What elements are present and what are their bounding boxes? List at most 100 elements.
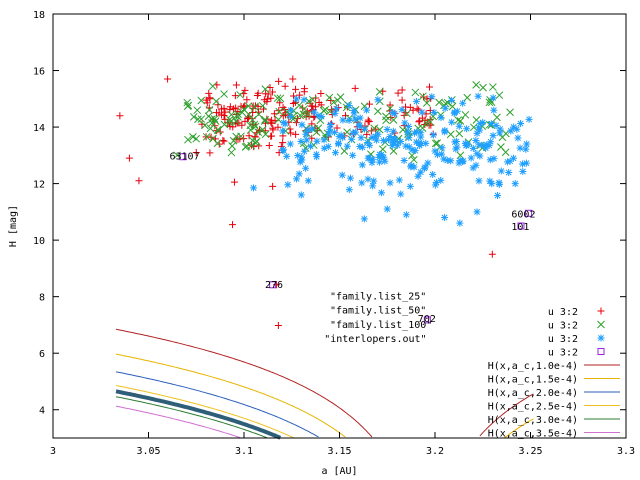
data-point: [455, 129, 464, 138]
data-point: [490, 106, 498, 114]
data-point: [376, 158, 384, 166]
data-point: [254, 89, 262, 97]
data-point: [308, 134, 316, 142]
data-point: [383, 125, 391, 133]
data-point: [324, 143, 332, 151]
data-point: [343, 128, 351, 136]
data-point: [312, 128, 321, 137]
data-point: [214, 101, 222, 109]
data-point: [241, 86, 249, 94]
data-point: [297, 137, 305, 145]
data-point: [332, 105, 340, 113]
data-point: [268, 132, 276, 140]
ticks-layer: 3 3.05 3.1 3.15 3.2 3.25 3.3 4 6 8 10 12 14 16 18: [33, 10, 635, 457]
data-point: [197, 96, 206, 105]
data-point: [363, 139, 371, 147]
data-point: [371, 132, 379, 140]
data-point: [479, 141, 487, 149]
data-point: [511, 180, 519, 188]
data-point: [338, 171, 346, 179]
data-point: [416, 117, 424, 125]
data-point: [487, 138, 495, 146]
data-point: [517, 222, 525, 230]
y-tick-label: 16: [33, 67, 45, 78]
data-point: [351, 115, 359, 123]
data-point: [269, 281, 277, 289]
data-point: [351, 84, 359, 92]
data-point: [455, 122, 463, 130]
data-point: [597, 334, 605, 342]
data-point: [363, 106, 371, 114]
data-point: [402, 142, 410, 150]
data-point: [411, 88, 420, 97]
data-point: [368, 159, 376, 167]
data-point: [437, 114, 445, 122]
data-point: [356, 143, 364, 151]
data-point: [241, 143, 250, 151]
data-point: [349, 129, 357, 137]
data-point: [229, 221, 237, 229]
data-point: [418, 108, 426, 116]
legend-label: u 3:2: [548, 321, 578, 332]
data-point: [489, 94, 497, 102]
data-point: [441, 126, 449, 134]
annotation: 276: [265, 280, 283, 291]
data-point: [254, 110, 263, 119]
data-point: [479, 118, 487, 126]
data-point: [389, 108, 397, 116]
data-point: [267, 118, 275, 126]
data-point: [440, 155, 448, 163]
data-point: [509, 154, 517, 162]
data-point: [492, 122, 500, 130]
data-point: [268, 88, 276, 96]
data-point: [487, 120, 495, 128]
data-point: [385, 136, 393, 144]
data-point: [431, 147, 439, 155]
curve-3: [115, 371, 534, 438]
data-point: [420, 164, 428, 172]
data-point: [205, 89, 213, 97]
data-point: [212, 97, 221, 106]
data-point: [370, 124, 379, 133]
data-point: [306, 142, 314, 150]
data-point: [496, 125, 504, 133]
data-point: [454, 116, 462, 124]
data-point: [272, 281, 280, 289]
data-point: [415, 118, 423, 126]
data-point: [415, 139, 423, 147]
data-point: [261, 115, 269, 124]
data-point: [364, 116, 372, 124]
data-point: [164, 75, 172, 83]
data-point: [510, 123, 518, 131]
data-point: [261, 85, 270, 93]
data-point: [184, 135, 192, 144]
curve-1: [115, 328, 534, 438]
data-point: [283, 152, 291, 160]
data-point: [295, 101, 304, 110]
data-point: [283, 108, 291, 116]
data-point: [405, 143, 413, 151]
data-point: [274, 123, 282, 131]
data-point: [202, 132, 211, 141]
data-point: [244, 102, 253, 110]
data-point: [221, 108, 229, 116]
data-point: [507, 127, 515, 135]
data-point: [463, 93, 472, 102]
data-point: [488, 250, 496, 258]
data-point: [394, 89, 402, 97]
data-point: [513, 125, 521, 133]
data-point: [246, 121, 255, 130]
data-point: [422, 139, 430, 147]
data-point: [506, 108, 514, 117]
data-point: [452, 138, 460, 146]
data-point: [206, 95, 214, 103]
data-point: [236, 90, 244, 99]
data-point: [331, 128, 339, 136]
data-point: [289, 75, 297, 83]
data-point: [193, 106, 202, 115]
data-point: [293, 95, 301, 103]
data-point: [417, 133, 425, 141]
data-point: [418, 124, 427, 133]
data-point: [206, 149, 214, 157]
annotation: 63107: [170, 152, 200, 163]
